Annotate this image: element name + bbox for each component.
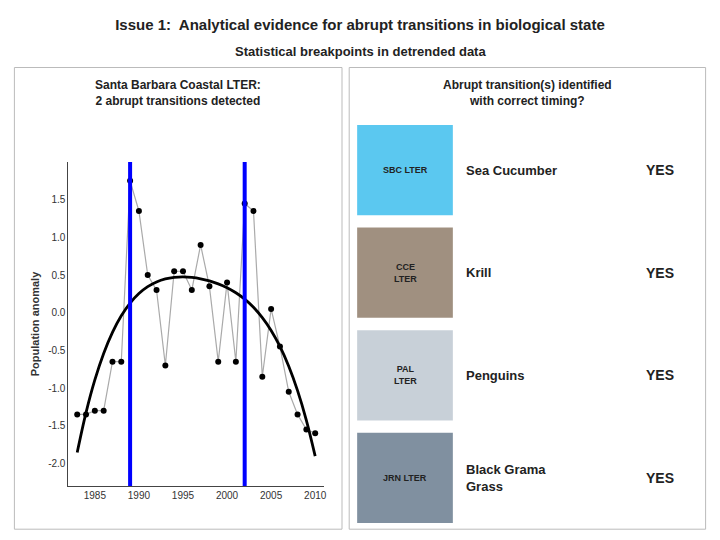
svg-text:Statistical breakpoints in det: Statistical breakpoints in detrended dat… bbox=[235, 44, 486, 59]
svg-text:Penguins: Penguins bbox=[466, 368, 525, 383]
svg-text:1985: 1985 bbox=[84, 490, 107, 501]
svg-text:YES: YES bbox=[646, 162, 674, 178]
svg-text:Santa Barbara Coastal LTER:2 a: Santa Barbara Coastal LTER:2 abrupt tran… bbox=[95, 78, 261, 108]
svg-text:0.0: 0.0 bbox=[51, 307, 65, 318]
svg-text:2010: 2010 bbox=[304, 490, 327, 501]
svg-text:1.5: 1.5 bbox=[51, 194, 65, 205]
svg-text:Sea Cucumber: Sea Cucumber bbox=[466, 163, 557, 178]
svg-text:PALLTER: PALLTER bbox=[394, 364, 417, 386]
svg-text:JRN LTER: JRN LTER bbox=[383, 473, 427, 483]
svg-text:YES: YES bbox=[646, 265, 674, 281]
svg-text:1.0: 1.0 bbox=[51, 232, 65, 243]
svg-text:2005: 2005 bbox=[260, 490, 283, 501]
svg-text:Krill: Krill bbox=[466, 265, 491, 280]
svg-text:CCELTER: CCELTER bbox=[394, 262, 417, 284]
svg-text:1995: 1995 bbox=[172, 490, 195, 501]
svg-text:Black GramaGrass: Black GramaGrass bbox=[466, 462, 546, 494]
svg-text:-1.5: -1.5 bbox=[48, 420, 66, 431]
svg-text:-0.5: -0.5 bbox=[48, 345, 66, 356]
svg-text:YES: YES bbox=[646, 470, 674, 486]
svg-text:-2.0: -2.0 bbox=[48, 458, 66, 469]
svg-text:Abrupt transition(s) identifie: Abrupt transition(s) identifiedwith corr… bbox=[443, 78, 612, 108]
svg-text:YES: YES bbox=[646, 367, 674, 383]
svg-text:0.5: 0.5 bbox=[51, 270, 65, 281]
svg-text:2000: 2000 bbox=[216, 490, 239, 501]
svg-text:Population anomaly: Population anomaly bbox=[29, 271, 41, 376]
svg-text:SBC LTER: SBC LTER bbox=[383, 165, 428, 175]
svg-text:Issue 1: Analytical evidence: Issue 1: Analytical evidence for abrupt … bbox=[115, 16, 605, 33]
svg-text:-1.0: -1.0 bbox=[48, 383, 66, 394]
svg-text:1990: 1990 bbox=[128, 490, 151, 501]
